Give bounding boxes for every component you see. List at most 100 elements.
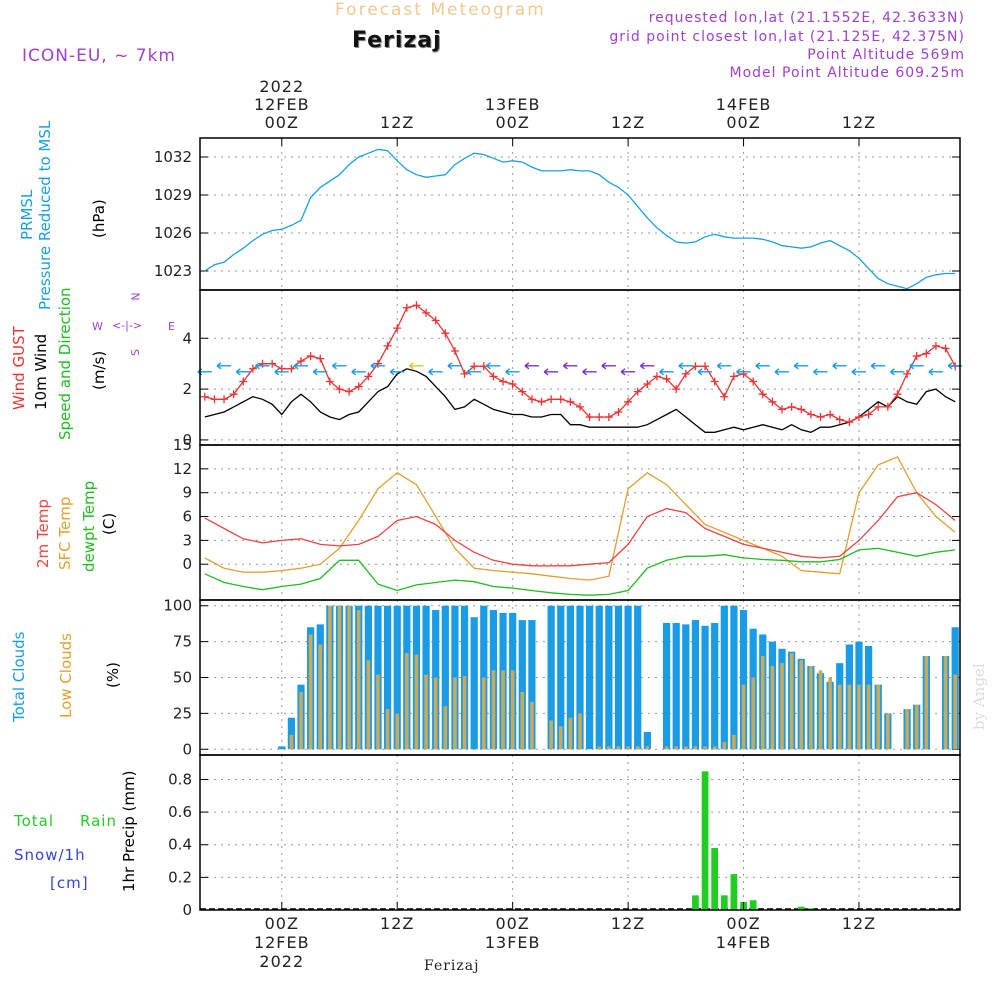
top-time-label: 00Z [726,113,760,132]
wind-arrow [774,368,790,376]
gust-point [499,377,508,386]
wind-arrow [389,368,405,376]
total-cloud-bar [557,605,565,750]
gust-point [903,369,912,378]
wind-arrow [312,368,328,376]
y-tick-label: 1029 [154,186,192,204]
low-cloud-bar [818,670,823,750]
gust-point [364,372,373,381]
bottom-time-label: 14FEB [716,933,772,952]
y-tick-label: 0.8 [168,770,192,788]
top-time-label: 14FEB [716,95,772,114]
y-tick-label: 0 [182,740,192,758]
low-cloud-bar [520,691,525,750]
total-cloud-bar [701,625,709,750]
low-cloud-bar [356,610,361,750]
gust-point [854,413,863,422]
wind-arrow [620,368,636,376]
pressure-line [204,148,956,290]
low-cloud-bar [318,644,323,750]
low-cloud-bar [674,746,679,750]
requested-coords: requested lon,lat (21.1552E, 42.3633N) [648,10,965,26]
top-time-label: 12Z [380,113,414,132]
wind-arrow [909,362,924,370]
wind-arrow [447,362,462,370]
low-cloud-bar [347,605,351,750]
bottom-time-label: 12FEB [254,933,310,952]
wind-arrow [524,362,539,370]
low-cloud-bar [289,734,294,750]
bottom-time-label: 00Z [265,914,299,933]
low-cloud-bar [510,670,515,750]
gust-point [335,385,344,394]
low-cloud-bar [453,677,457,750]
wind-arrow [716,362,732,370]
low-cloud-bar [597,746,602,750]
total-cloud-bar [730,605,738,750]
gust-point [874,402,883,411]
gust-point [402,303,411,312]
bottom-time-label: 12Z [842,914,876,933]
rain-bar [720,895,728,910]
bottom-time-label: 12Z [380,914,414,933]
wind-arrow [736,368,751,376]
gust-point [229,390,238,399]
wind-arrow [601,362,616,370]
wind-arrow [697,368,713,376]
wind-arrow [216,362,232,370]
gust-point [220,395,229,404]
compass-e: E [168,320,175,333]
bottom-time-label: 00Z [495,914,529,933]
gust-point [383,341,392,350]
low-cloud-bar [607,746,611,750]
temp-2m-line [204,492,956,567]
wind-arrow [351,368,366,376]
gust-point [758,390,767,399]
sfc-temp-line [204,456,956,581]
low-cloud-bar [837,684,842,750]
low-cloud-bar [914,704,919,750]
y-tick-label: 0 [182,431,192,449]
wind-arrow [659,368,674,376]
gust-point [624,397,633,406]
y-tick-label: 2 [182,380,192,398]
gust-point [806,410,815,419]
rain-bar [730,874,738,910]
gust-point [393,324,402,333]
y-tick-label: 4 [182,329,192,347]
gust-point [537,397,546,406]
compass-arrows: <-|-> [112,319,143,332]
gust-point [239,377,248,386]
wind-arrow [466,368,482,376]
wind-arrow [890,368,905,376]
gust-point [422,308,431,317]
wind-arrow [293,362,309,370]
gust-point [248,364,257,373]
gust-point [614,407,623,416]
rain-bar [749,900,757,910]
compass-w: W [92,320,103,333]
grid-coords: grid point closest lon,lat (21.125E, 42.… [609,29,965,45]
gust-point [210,395,219,404]
total-cloud-bar [393,605,401,750]
point-altitude: Point Altitude 569m [807,47,965,63]
low-cloud-bar [395,713,400,750]
y-tick-label: 1026 [154,224,192,242]
y-tick-label: 3 [182,531,192,549]
bottom-time-label: 2022 [259,952,304,971]
wind-arrow [562,362,578,370]
gust-point [643,380,652,389]
low-cloud-bar [953,674,957,750]
wind-arrow [505,368,520,376]
panel-frame [199,444,961,601]
wind-arrow [235,368,251,376]
gust-point [845,418,854,427]
y-tick-label: 100 [163,597,192,615]
gust-point [518,387,527,396]
wind-arrow [255,362,270,370]
low-cloud-bar [558,726,563,750]
top-time-label: 12Z [842,113,876,132]
gust-point [258,359,267,368]
total-cloud-bar [691,620,700,750]
precip-total-label: Total [14,812,55,830]
